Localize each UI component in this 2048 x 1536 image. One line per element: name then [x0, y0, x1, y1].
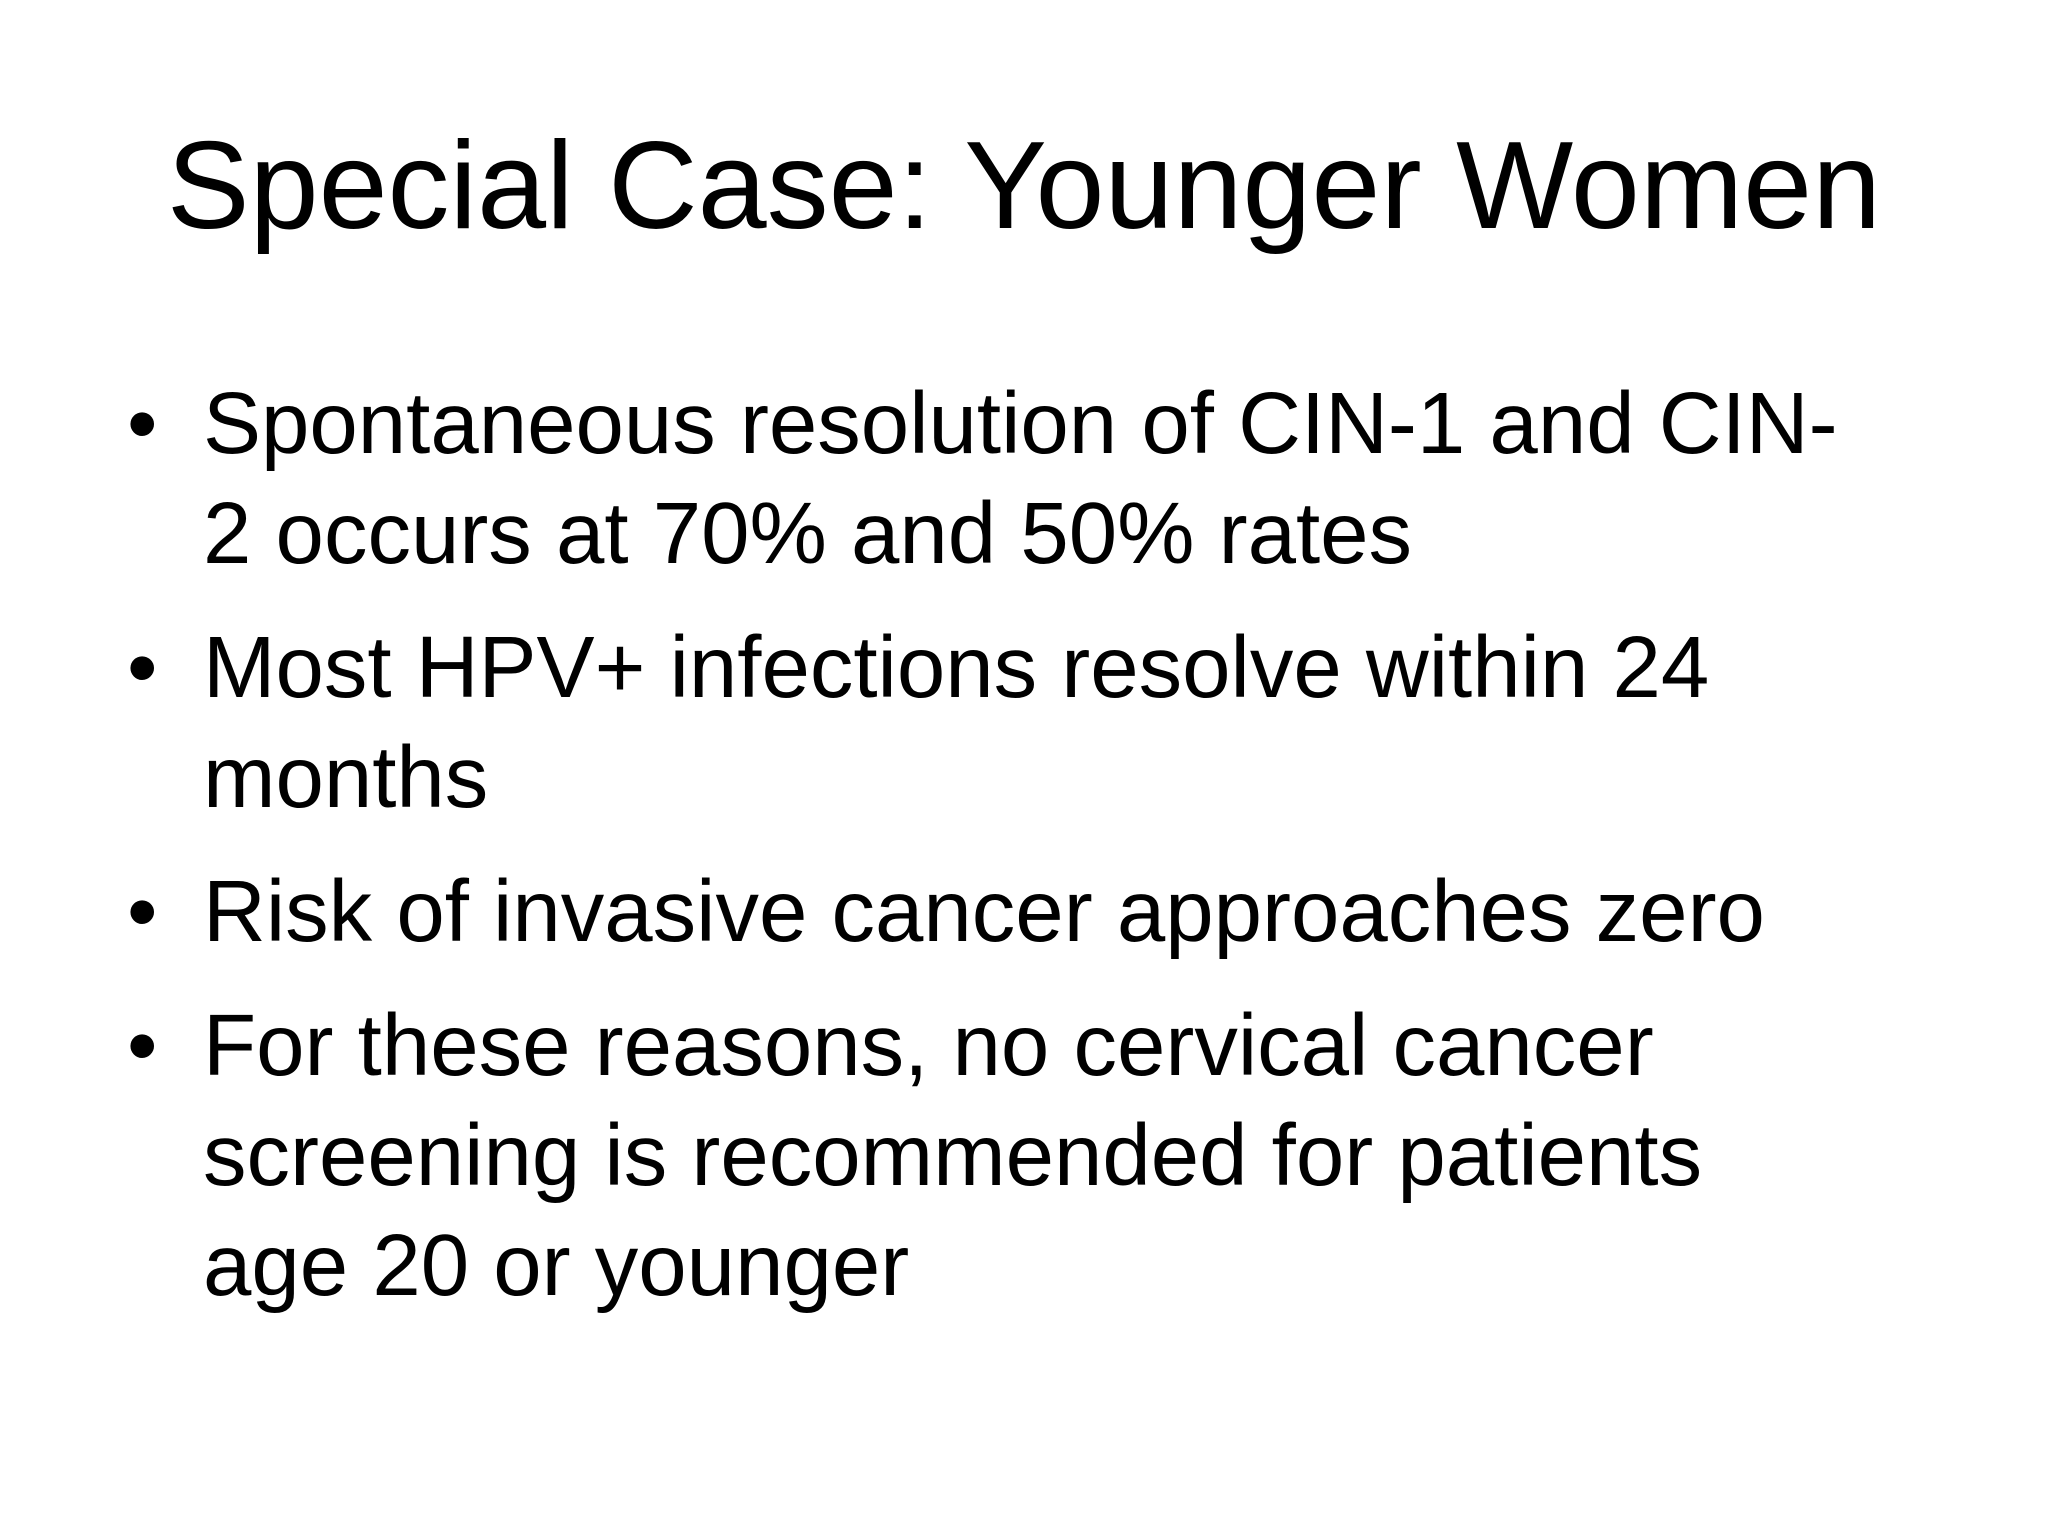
bullet-icon: • [127, 863, 158, 960]
bullet-icon: • [127, 375, 158, 472]
bullet-item-3: • Risk of invasive cancer approaches zer… [127, 857, 2040, 967]
bullet-text-3: Risk of invasive cancer approaches zero [203, 863, 1765, 960]
bullet-text-1: Spontaneous resolution of CIN-1 and CIN-… [203, 375, 1838, 582]
slide-title: Special Case: Younger Women [166, 117, 1882, 255]
bullet-item-2: • Most HPV+ infections resolve within 24… [127, 613, 2040, 833]
bullet-item-4: • For these reasons, no cervical cancer … [127, 991, 2040, 1321]
bullet-icon: • [127, 997, 158, 1094]
bullet-list: • Spontaneous resolution of CIN-1 and CI… [127, 369, 2040, 1345]
bullet-text-4: For these reasons, no cervical cancer sc… [203, 997, 1703, 1314]
bullet-text-2: Most HPV+ infections resolve within 24 m… [203, 619, 1710, 826]
bullet-icon: • [127, 619, 158, 716]
bullet-item-1: • Spontaneous resolution of CIN-1 and CI… [127, 369, 2040, 589]
